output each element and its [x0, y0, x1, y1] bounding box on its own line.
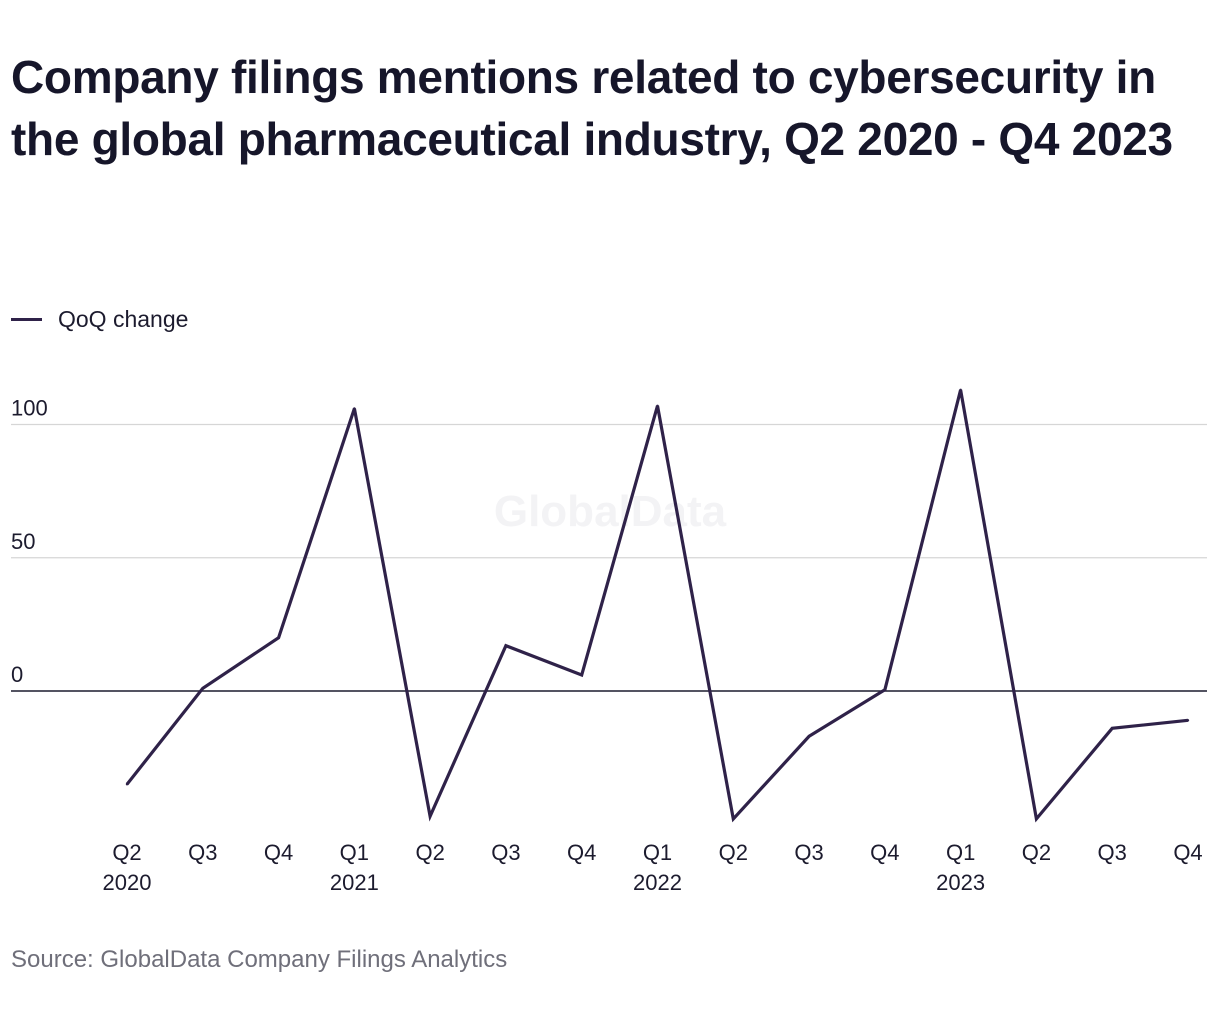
data-point — [428, 815, 432, 818]
y-tick-label: 100 — [11, 396, 48, 421]
x-tick-label: Q3 — [188, 840, 217, 865]
data-point — [1111, 727, 1114, 730]
data-point — [580, 673, 583, 677]
data-point — [807, 735, 811, 738]
data-point — [883, 688, 887, 691]
grid-lines — [11, 423, 1207, 692]
x-tick-year-label: 2023 — [936, 870, 985, 895]
x-tick-label: Q2 — [112, 840, 141, 865]
x-tick-label: Q2 — [415, 840, 444, 865]
x-tick-year-label: 2022 — [633, 870, 682, 895]
x-tick-label: Q1 — [643, 840, 672, 865]
y-axis-ticks: 0 50 100 — [11, 396, 48, 688]
chart-title: Company filings mentions related to cybe… — [11, 51, 1173, 165]
x-tick-year-label: 2020 — [103, 870, 152, 895]
x-tick-label: Q3 — [1098, 840, 1127, 865]
x-tick-label: Q1 — [340, 840, 369, 865]
x-tick-label: Q3 — [491, 840, 520, 865]
data-point — [1186, 719, 1190, 722]
x-tick-label: Q2 — [1022, 840, 1051, 865]
data-point — [732, 817, 735, 821]
data-point — [504, 644, 508, 647]
data-point — [656, 404, 659, 408]
legend: QoQ change — [11, 306, 188, 333]
data-point — [959, 388, 962, 392]
x-tick-label: Q4 — [1173, 840, 1202, 865]
data-point — [1035, 817, 1038, 821]
watermark: GlobalData — [494, 487, 727, 536]
source-note: Source: GlobalData Company Filings Analy… — [11, 946, 508, 973]
x-axis-ticks: Q2 2020 Q3 Q4 Q1 2021 Q2 Q3 Q4 Q1 2022 Q2 Q3 Q4 Q1 2023… — [103, 840, 1203, 895]
data-point — [277, 636, 280, 639]
data-point — [353, 407, 356, 410]
x-tick-label: Q4 — [264, 840, 293, 865]
data-point — [125, 783, 129, 786]
x-tick-label: Q1 — [946, 840, 975, 865]
data-point — [201, 687, 204, 690]
x-tick-label: Q2 — [719, 840, 748, 865]
x-tick-year-label: 2021 — [330, 870, 379, 895]
legend-line-swatch — [11, 318, 42, 321]
y-tick-label: 0 — [11, 662, 23, 687]
x-tick-label: Q4 — [870, 840, 899, 865]
x-tick-label: Q3 — [794, 840, 823, 865]
series-layer — [125, 388, 1190, 823]
legend-label: QoQ change — [58, 306, 189, 332]
x-tick-label: Q4 — [567, 840, 596, 865]
series-line — [125, 389, 1189, 823]
y-tick-label: 50 — [11, 529, 35, 554]
